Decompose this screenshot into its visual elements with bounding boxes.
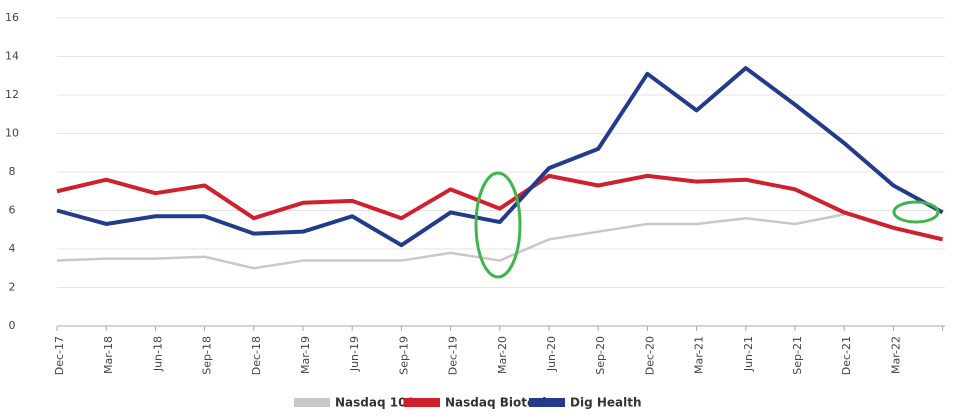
x-tick-label: Mar-21	[693, 336, 706, 374]
x-tick-label: Dec-18	[250, 336, 263, 375]
x-tick-label: Mar-19	[299, 336, 312, 374]
x-tick-label: Sep-19	[397, 336, 410, 375]
legend-label: Nasdaq 100	[335, 396, 415, 410]
x-tick-label: Dec-17	[53, 336, 66, 375]
x-tick-label: Jun-21	[742, 336, 755, 372]
legend-swatch	[294, 398, 330, 407]
y-tick-label: 10	[5, 127, 19, 140]
plot: 0 2 4 6 8 10 12 14 16 Dec-17 Mar-18 Jun-18 Sep-18 Dec…	[5, 11, 945, 410]
x-tick-label: Dec-20	[643, 336, 656, 375]
series-line	[56, 213, 845, 270]
x-tick-label: Dec-19	[447, 336, 460, 375]
x-tick-label: Sep-21	[791, 336, 804, 375]
x-tick-label: Dec-21	[840, 336, 853, 375]
legend-label: Nasdaq Biotech	[445, 396, 551, 410]
x-tick-label: Mar-18	[102, 336, 115, 374]
y-tick-label: 16	[5, 11, 19, 24]
x-tick-label: Jun-20	[545, 336, 558, 372]
y-tick-label: 0	[9, 319, 16, 332]
x-tick-label: Jun-19	[348, 336, 361, 372]
legend-swatch	[404, 398, 440, 407]
annotation-circle	[474, 171, 522, 279]
annotation-circle	[892, 200, 940, 224]
y-tick-label: 12	[5, 88, 19, 101]
x-tick-label: Mar-22	[889, 336, 902, 374]
legend-label: Dig Health	[570, 396, 642, 410]
y-tick-label: 8	[9, 165, 16, 178]
x-tick-label: Mar-20	[496, 336, 509, 374]
legend-swatch	[529, 398, 565, 407]
series-line	[56, 173, 944, 242]
y-tick-label: 4	[9, 242, 16, 255]
y-tick-label: 2	[9, 281, 16, 294]
x-tick-label: Sep-20	[594, 336, 607, 375]
series-line	[56, 66, 944, 248]
y-tick-label: 14	[5, 50, 19, 63]
x-tick-label: Sep-18	[201, 336, 214, 375]
x-tick-label: Jun-18	[151, 336, 164, 372]
y-tick-label: 6	[9, 204, 16, 217]
